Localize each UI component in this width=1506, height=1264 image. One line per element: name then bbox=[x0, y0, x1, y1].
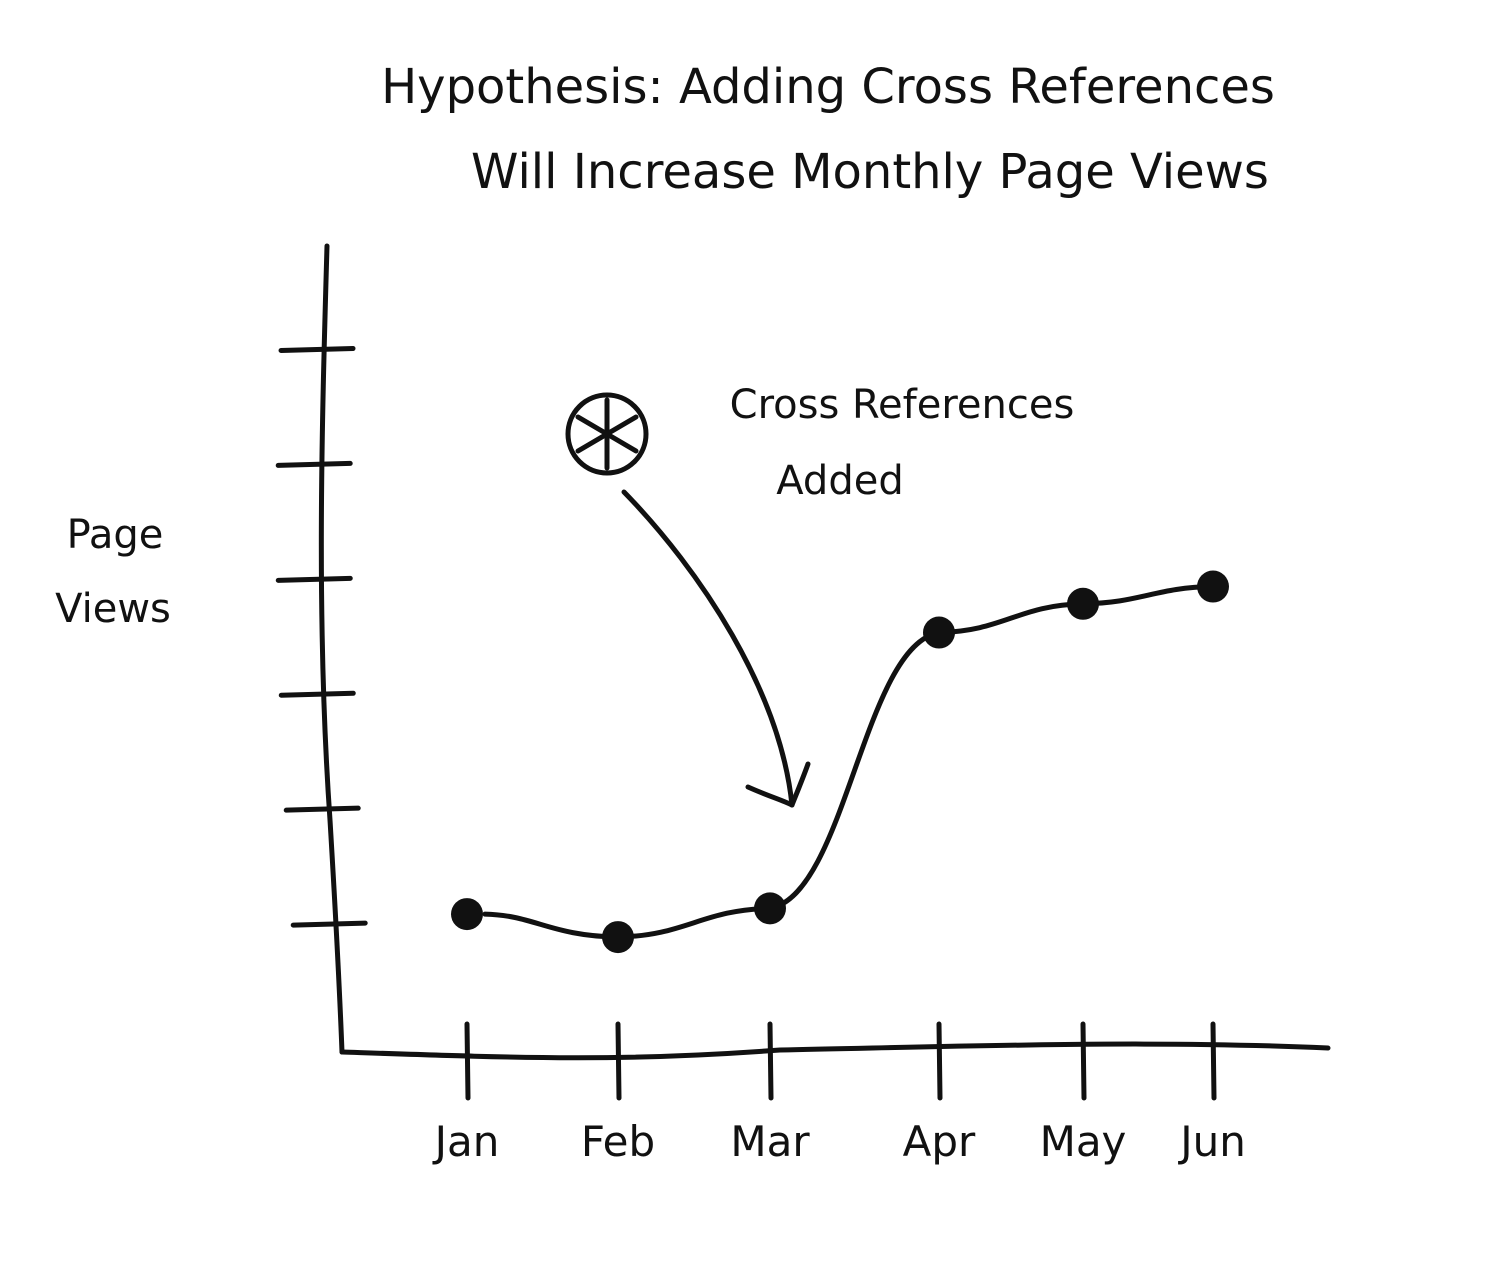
y-tick-group bbox=[275, 345, 368, 928]
annotation-text-line-2: Added bbox=[776, 458, 903, 504]
x-tick-jan bbox=[464, 1021, 471, 1101]
chart-title-line-2: Will Increase Monthly Page Views bbox=[471, 144, 1269, 200]
y-tick-6 bbox=[278, 345, 356, 353]
x-tick-label-feb: Feb bbox=[581, 1117, 655, 1166]
y-axis-line bbox=[318, 243, 345, 1055]
x-tick-label-may: May bbox=[1040, 1117, 1127, 1166]
x-tick-group bbox=[464, 1021, 1217, 1101]
chart-title-line-1: Hypothesis: Adding Cross References bbox=[381, 59, 1275, 115]
y-tick-1 bbox=[290, 920, 368, 928]
data-point-apr bbox=[923, 616, 955, 649]
page-views-series-line bbox=[482, 584, 1216, 940]
x-tick-feb bbox=[615, 1021, 622, 1101]
annotation-arrow-head bbox=[745, 761, 811, 808]
x-tick-label-apr: Apr bbox=[903, 1117, 976, 1166]
x-tick-label-mar: Mar bbox=[730, 1117, 810, 1166]
x-tick-label-jun: Jun bbox=[1177, 1117, 1246, 1166]
x-tick-mar bbox=[767, 1021, 774, 1101]
y-tick-2 bbox=[283, 805, 361, 813]
data-point-jan bbox=[451, 898, 483, 931]
annotation-text-line-1: Cross References bbox=[730, 382, 1075, 428]
y-axis-label-line-2: Views bbox=[55, 586, 171, 632]
asterisk-circle-icon bbox=[565, 392, 649, 476]
x-tick-jun bbox=[1210, 1021, 1217, 1101]
y-tick-3 bbox=[278, 690, 356, 698]
x-tick-label-jan: Jan bbox=[432, 1117, 500, 1166]
data-point-mar bbox=[754, 892, 786, 925]
x-tick-apr bbox=[936, 1021, 943, 1101]
data-point-feb bbox=[602, 921, 634, 954]
x-axis-line bbox=[339, 1041, 1331, 1061]
y-axis-label-line-1: Page bbox=[67, 512, 164, 558]
annotation-arrow-shaft bbox=[621, 489, 795, 808]
x-tick-label-group: Jan Feb Mar Apr May Jun bbox=[432, 1117, 1246, 1166]
data-point-group bbox=[451, 570, 1229, 954]
data-point-may bbox=[1067, 587, 1099, 620]
x-tick-may bbox=[1080, 1021, 1087, 1101]
y-tick-4 bbox=[275, 575, 353, 583]
data-point-jun bbox=[1197, 570, 1229, 603]
y-tick-5 bbox=[275, 460, 353, 468]
